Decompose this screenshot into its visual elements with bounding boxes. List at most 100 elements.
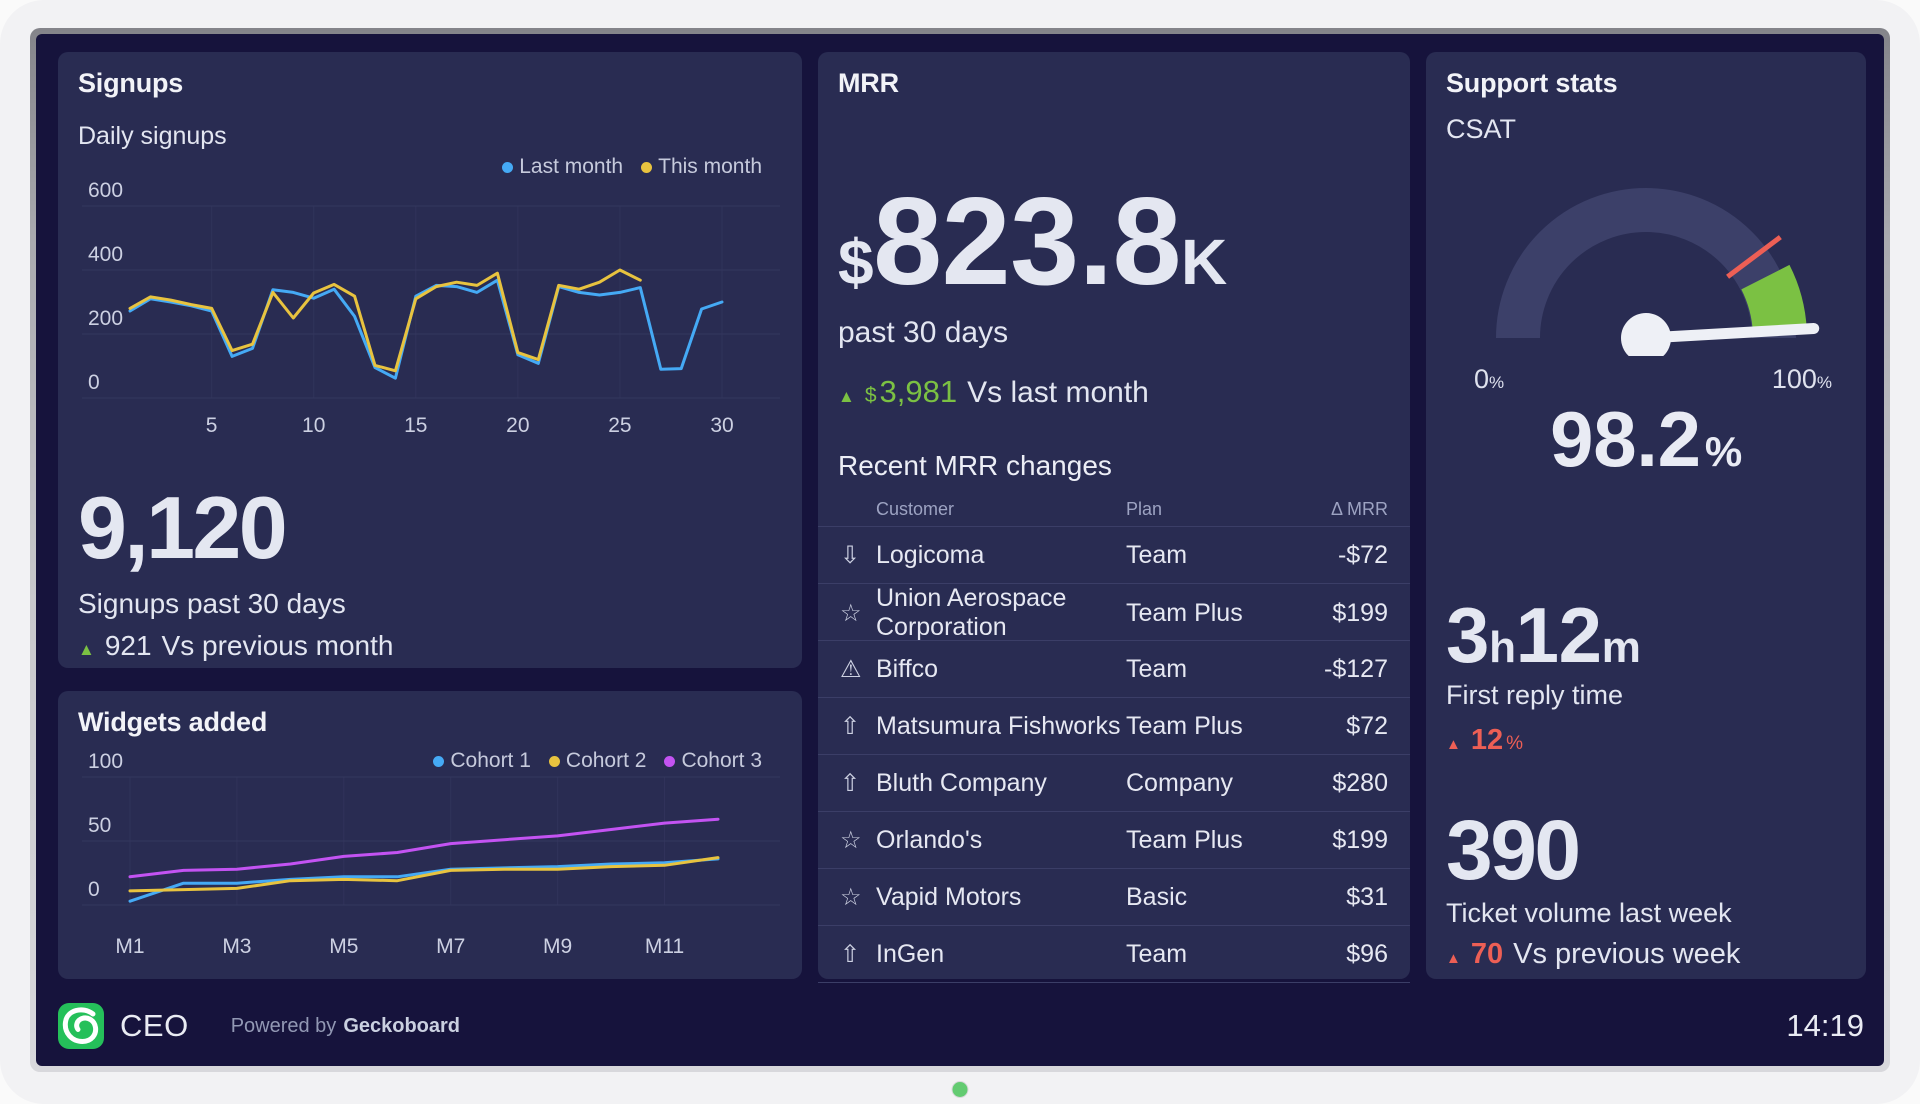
mrr-delta-value: $31 xyxy=(1346,882,1388,911)
plan-name: Company xyxy=(1126,768,1233,797)
svg-text:M7: M7 xyxy=(436,935,465,958)
mrr-table-header: Customer Plan Δ MRR xyxy=(818,492,1410,526)
legend-dot-icon xyxy=(433,755,445,767)
first-reply-time-label: First reply time xyxy=(1446,680,1624,710)
legend-dot-icon xyxy=(641,161,653,173)
widgets-title: Widgets added xyxy=(78,707,268,737)
svg-text:0: 0 xyxy=(88,878,100,901)
brand-name: Geckoboard xyxy=(343,1014,461,1037)
first-reply-delta: ▲ 12% xyxy=(1446,724,1524,756)
up-icon: ⇧ xyxy=(840,712,861,740)
gauge-value: 98.2 % xyxy=(1550,395,1742,483)
widgets-legend: Cohort 1 Cohort 2 Cohort 3 xyxy=(433,749,762,773)
legend-item: This month xyxy=(641,155,762,179)
support-title: Support stats xyxy=(1446,68,1618,98)
mrr-delta-currency: $ xyxy=(864,384,877,407)
signups-title: Signups xyxy=(78,68,184,98)
mrr-delta-value: $280 xyxy=(1332,768,1388,797)
mrr-delta-value: $72 xyxy=(1346,711,1388,740)
ticket-volume-delta: ▲ 70 Vs previous week xyxy=(1446,938,1741,970)
svg-text:100: 100 xyxy=(88,750,123,773)
mrr-table-row: ⇧ InGen Team $96 xyxy=(818,926,1410,983)
customer-name: InGen xyxy=(876,939,945,968)
legend-item: Cohort 2 xyxy=(548,749,646,773)
mrr-panel: MRR $823.8 K past 30 days ▲ $3,981 Vs las… xyxy=(818,52,1410,983)
svg-text:200: 200 xyxy=(88,307,123,330)
svg-text:50: 50 xyxy=(88,814,111,837)
footer-bar: CEO Powered by Geckoboard 14:19 xyxy=(58,998,1864,1054)
mrr-big-number: $823.8 K xyxy=(838,180,1227,304)
signups-legend: Last month This month xyxy=(502,155,762,179)
up-triangle-icon: ▲ xyxy=(838,387,855,406)
customer-name: Orlando's xyxy=(876,825,983,854)
plan-name: Team xyxy=(1126,654,1188,683)
svg-text:M3: M3 xyxy=(222,935,251,958)
mrr-delta-value: 3,981 xyxy=(879,374,958,409)
svg-text:M5: M5 xyxy=(329,935,358,958)
mrr-table-row: ⇩ Logicoma Team -$72 xyxy=(818,527,1410,584)
up-icon: ⇧ xyxy=(840,769,861,797)
mrr-table: ⇩ Logicoma Team -$72 ☆ Union Aerospace Corpor… xyxy=(818,526,1410,983)
powered-by-label: Powered by xyxy=(230,1014,337,1037)
mrr-delta-value: -$127 xyxy=(1324,654,1388,683)
plan-name: Team xyxy=(1126,939,1188,968)
mrr-table-row: ⚠ Biffco Team -$127 xyxy=(818,641,1410,698)
mrr-table-row: ☆ Orlando's Team Plus $199 xyxy=(818,812,1410,869)
customer-name: Union Aerospace Corporation xyxy=(876,584,1067,641)
plan-name: Team Plus xyxy=(1126,711,1243,740)
svg-text:30: 30 xyxy=(710,414,733,437)
star-icon: ☆ xyxy=(840,826,862,854)
signups-delta-label: Vs previous month xyxy=(161,630,394,661)
signups-big-number: 9,120 xyxy=(78,478,288,577)
customer-name: Biffco xyxy=(876,654,939,683)
legend-dot-icon xyxy=(664,755,676,767)
signups-delta-value: 921 xyxy=(104,630,152,661)
svg-text:M9: M9 xyxy=(543,935,572,958)
mrr-title: MRR xyxy=(838,68,899,98)
mrr-table-title: Recent MRR changes xyxy=(838,450,1112,481)
svg-text:10: 10 xyxy=(302,414,325,437)
legend-item: Cohort 3 xyxy=(664,749,762,773)
csat-label: CSAT xyxy=(1446,114,1517,144)
legend-dot-icon xyxy=(502,161,514,173)
mrr-period: past 30 days xyxy=(838,316,1009,349)
customer-name: Vapid Motors xyxy=(876,882,1022,911)
mrr-delta-label: Vs last month xyxy=(967,376,1149,409)
screen-frame: Signups Daily signups Last month This mon… xyxy=(30,28,1890,1072)
mrr-currency: $ xyxy=(838,226,874,298)
column-delta-mrr: Δ MRR xyxy=(1330,498,1388,519)
mrr-delta-value: $199 xyxy=(1332,598,1388,627)
gauge-max-label: 100% xyxy=(1771,364,1832,394)
legend-dot-icon xyxy=(548,755,560,767)
customer-name: Logicoma xyxy=(876,540,985,569)
down-icon: ⇩ xyxy=(840,541,861,569)
first-reply-time-value: 3 h 12 m xyxy=(1446,591,1641,679)
ticket-volume-label: Ticket volume last week xyxy=(1446,898,1732,928)
plan-name: Team Plus xyxy=(1126,598,1243,627)
up-triangle-icon: ▲ xyxy=(1446,736,1461,753)
star-icon: ☆ xyxy=(840,883,862,911)
mrr-table-row: ☆ Vapid Motors Basic $31 xyxy=(818,869,1410,926)
plan-name: Team Plus xyxy=(1126,825,1243,854)
star-icon: ☆ xyxy=(840,599,862,627)
dashboard-name: CEO xyxy=(120,1008,189,1043)
widgets-added-line-chart: M1 M3 M5 M7 M9 M11 100 50 0 xyxy=(82,750,780,958)
support-stats-panel: Support stats CSAT 0% 100% 98.2 % 3 h 12 m … xyxy=(1426,52,1866,979)
widgets-added-panel: Widgets added Cohort 1 Cohort 2 Cohort 3 M… xyxy=(58,691,802,979)
svg-text:5: 5 xyxy=(206,414,218,437)
up-icon: ⇧ xyxy=(840,940,861,968)
gauge-min-label: 0% xyxy=(1474,364,1505,394)
signups-big-label: Signups past 30 days xyxy=(78,588,346,619)
power-led-indicator xyxy=(952,1082,968,1097)
mrr-delta-value: -$72 xyxy=(1337,540,1388,569)
mrr-value: 823.8 xyxy=(873,173,1182,311)
mrr-table-row: ☆ Union Aerospace Corporation Team Plus $19… xyxy=(818,584,1410,641)
mrr-delta-value: $199 xyxy=(1332,825,1388,854)
mrr-suffix: K xyxy=(1181,226,1227,298)
daily-signups-chart-title: Daily signups xyxy=(78,122,227,150)
legend-item: Last month xyxy=(502,155,623,179)
up-triangle-icon: ▲ xyxy=(1446,950,1461,967)
plan-name: Basic xyxy=(1126,882,1188,911)
svg-text:M11: M11 xyxy=(645,935,684,958)
